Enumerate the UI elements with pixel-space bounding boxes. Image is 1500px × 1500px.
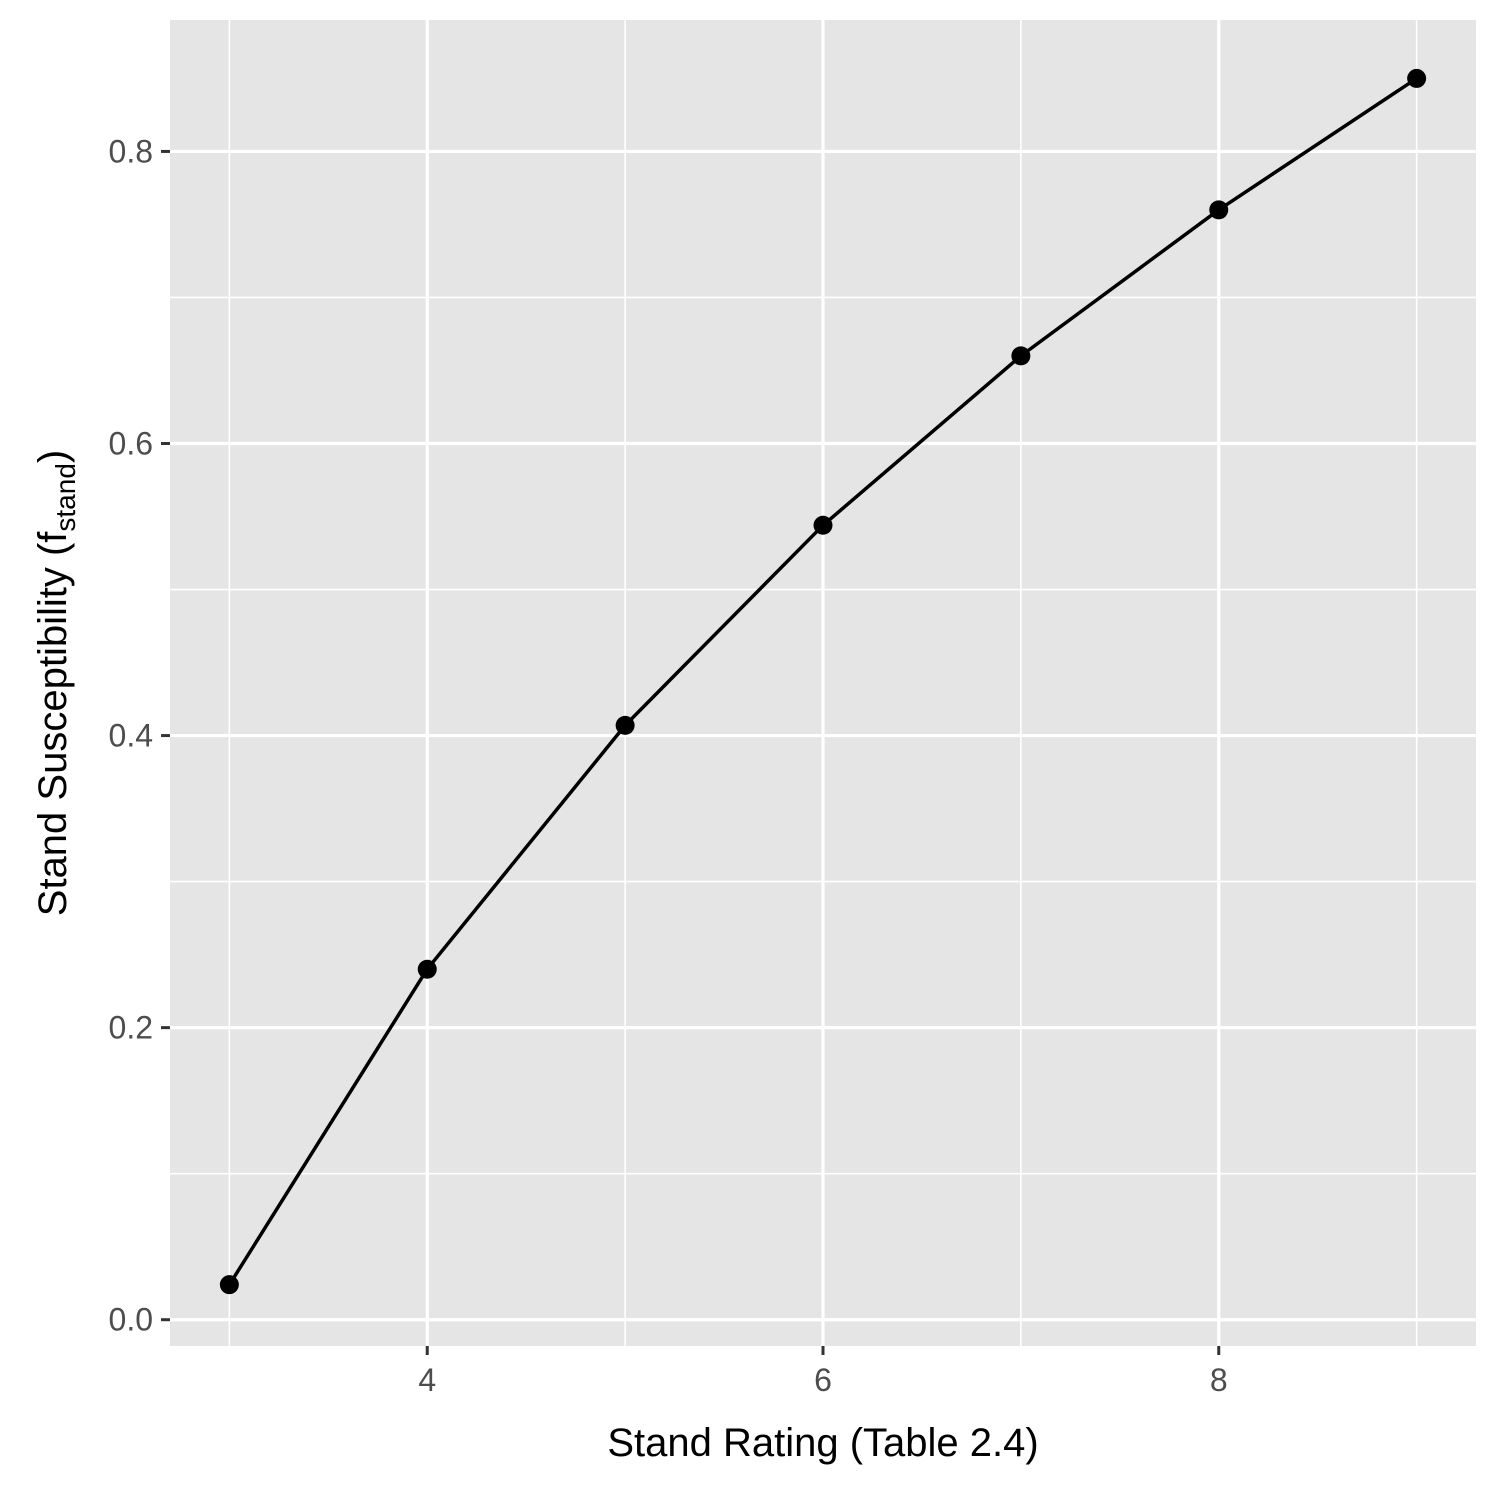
series bbox=[219, 68, 1427, 1295]
y-tick-label-4: 0.8 bbox=[109, 133, 153, 169]
data-point-1 bbox=[417, 959, 437, 979]
data-point-5 bbox=[1209, 200, 1229, 220]
data-point-2 bbox=[615, 715, 635, 735]
y-tick-label-2: 0.4 bbox=[109, 718, 153, 754]
y-axis-title: Stand Susceptibility (fstand) bbox=[31, 450, 81, 916]
x-tick-label-0: 4 bbox=[418, 1362, 436, 1398]
y-tick-label-0: 0.0 bbox=[109, 1302, 153, 1338]
y-axis-title-main: Stand Susceptibility (f bbox=[31, 531, 75, 917]
x-tick-label-2: 8 bbox=[1210, 1362, 1228, 1398]
y-tick-labels: 0.0 0.2 0.4 0.6 0.8 bbox=[109, 133, 153, 1337]
data-point-4 bbox=[1011, 346, 1031, 366]
data-point-3 bbox=[813, 515, 833, 535]
grid-major bbox=[170, 20, 1476, 1346]
y-tick-label-1: 0.2 bbox=[109, 1010, 153, 1046]
y-tick-label-3: 0.6 bbox=[109, 426, 153, 462]
y-axis-title-close: ) bbox=[31, 450, 75, 463]
x-tick-labels: 4 6 8 bbox=[418, 1362, 1227, 1398]
axis-ticks bbox=[161, 149, 1221, 1355]
y-axis-title-subscript: stand bbox=[50, 463, 81, 532]
data-point-6 bbox=[1407, 68, 1427, 88]
x-axis-title: Stand Rating (Table 2.4) bbox=[607, 1421, 1038, 1465]
data-point-0 bbox=[219, 1275, 239, 1295]
x-tick-label-1: 6 bbox=[814, 1362, 832, 1398]
